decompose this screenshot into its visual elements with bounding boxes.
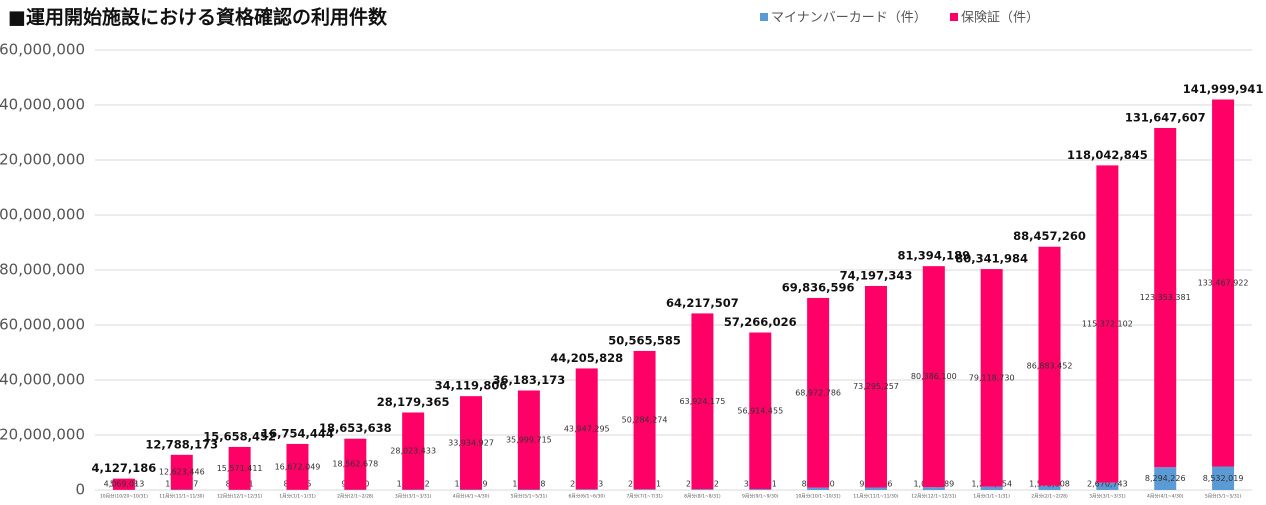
bar-segment (634, 489, 656, 490)
x-tick-label: 5月分(5/1~5/31) (511, 493, 548, 500)
x-tick-label: 10月分(10/1~10/31) (796, 493, 841, 500)
total-label: 69,836,596 (782, 280, 855, 294)
segment-label: 123,353,381 (1140, 293, 1191, 302)
total-label: 36,183,173 (492, 373, 565, 387)
total-label: 64,217,507 (666, 296, 739, 310)
x-tick-label: 11月分(11/1~11/30) (853, 493, 898, 500)
total-label: 88,457,260 (1013, 229, 1086, 243)
segment-label: 80,386,100 (911, 372, 957, 381)
x-tick-label: 12月分(12/1~12/31) (217, 493, 262, 500)
x-tick-label: 11月分(11/1~11/30) (159, 493, 204, 500)
y-tick-label: 160,000,000 (0, 41, 85, 59)
y-tick-label: 140,000,000 (0, 96, 85, 114)
segment-label: 4,069,013 (104, 480, 145, 489)
segment-label: 28,023,433 (390, 447, 436, 456)
total-label: 28,179,365 (377, 395, 450, 409)
segment-label: 50,284,274 (622, 416, 668, 425)
total-label: 44,205,828 (550, 351, 623, 365)
bar-segment (749, 489, 771, 490)
segment-label: 56,914,455 (737, 406, 783, 415)
x-tick-label: 1月分(1/1~1/31) (279, 493, 316, 500)
segment-label: 43,947,295 (564, 424, 610, 433)
x-tick-label: 3月分(3/1~3/31) (1089, 493, 1126, 500)
segment-label: 115,372,102 (1082, 320, 1133, 329)
y-tick-label: 0 (75, 481, 85, 499)
total-label: 4,127,186 (92, 461, 157, 475)
legend-label: マイナンバーカード（件） (771, 11, 927, 26)
segment-label: 15,571,411 (217, 464, 263, 473)
segment-label: 63,924,175 (680, 397, 726, 406)
x-tick-label: 9月分(9/1~9/30) (742, 493, 779, 500)
x-tick-label: 6月分(6/1~6/30) (568, 493, 605, 500)
x-tick-label: 5月分(5/1~5/31) (1205, 493, 1242, 500)
y-tick-label: 120,000,000 (0, 151, 85, 169)
total-label: 80,341,984 (955, 252, 1028, 266)
x-tick-label: 1月分(1/1~1/31) (973, 493, 1010, 500)
x-tick-label: 4月分(4/1~4/30) (453, 493, 490, 500)
segment-label: 86,883,452 (1027, 362, 1073, 371)
y-tick-label: 80,000,000 (0, 261, 85, 279)
segment-label: 73,295,257 (853, 382, 899, 391)
x-tick-label: 2月分(2/1~2/28) (337, 493, 374, 500)
x-tick-label: 4月分(4/1~4/30) (1147, 493, 1184, 500)
bar-segment (460, 489, 482, 490)
total-label: 50,565,585 (608, 333, 681, 347)
segment-label: 68,972,786 (795, 388, 841, 397)
x-tick-label: 2月分(2/1~2/28) (1031, 493, 1068, 500)
segment-label: 8,294,226 (1145, 474, 1186, 483)
total-label: 74,197,343 (840, 268, 913, 282)
segment-label: 12,623,446 (159, 468, 205, 477)
segment-label: 35,999,715 (506, 435, 552, 444)
legend-label: 保険証（件） (961, 11, 1039, 26)
bar-segment (518, 489, 540, 490)
segment-label: 33,934,927 (448, 438, 494, 447)
segment-label: 79,118,730 (969, 373, 1015, 382)
y-tick-label: 60,000,000 (0, 316, 85, 334)
total-label: 57,266,026 (724, 315, 797, 329)
segment-label: 18,562,678 (332, 460, 378, 469)
x-tick-label: 12月分(12/1~12/31) (911, 493, 956, 500)
x-tick-label: 8月分(8/1~8/31) (684, 493, 721, 500)
x-tick-label: 3月分(3/1~3/31) (395, 493, 432, 500)
segment-label: 8,532,019 (1203, 474, 1244, 483)
x-tick-label: 7月分(7/1~7/31) (626, 493, 663, 500)
segment-label: 133,467,922 (1198, 279, 1249, 288)
legend-swatch (760, 13, 768, 21)
y-tick-label: 40,000,000 (0, 371, 85, 389)
total-label: 131,647,607 (1125, 110, 1206, 124)
total-label: 141,999,941 (1183, 82, 1264, 96)
segment-label: 16,672,049 (275, 462, 321, 471)
legend-swatch (950, 13, 958, 21)
y-tick-label: 100,000,000 (0, 206, 85, 224)
bar-segment (576, 489, 598, 490)
y-tick-label: 20,000,000 (0, 426, 85, 444)
bar-segment (691, 489, 713, 490)
chart-title: ■運用開始施設における資格確認の利用件数 (8, 6, 388, 29)
total-label: 18,653,638 (319, 421, 392, 435)
total-label: 118,042,845 (1067, 148, 1148, 162)
x-tick-label: 10月分(10/20~10/31) (100, 493, 148, 500)
